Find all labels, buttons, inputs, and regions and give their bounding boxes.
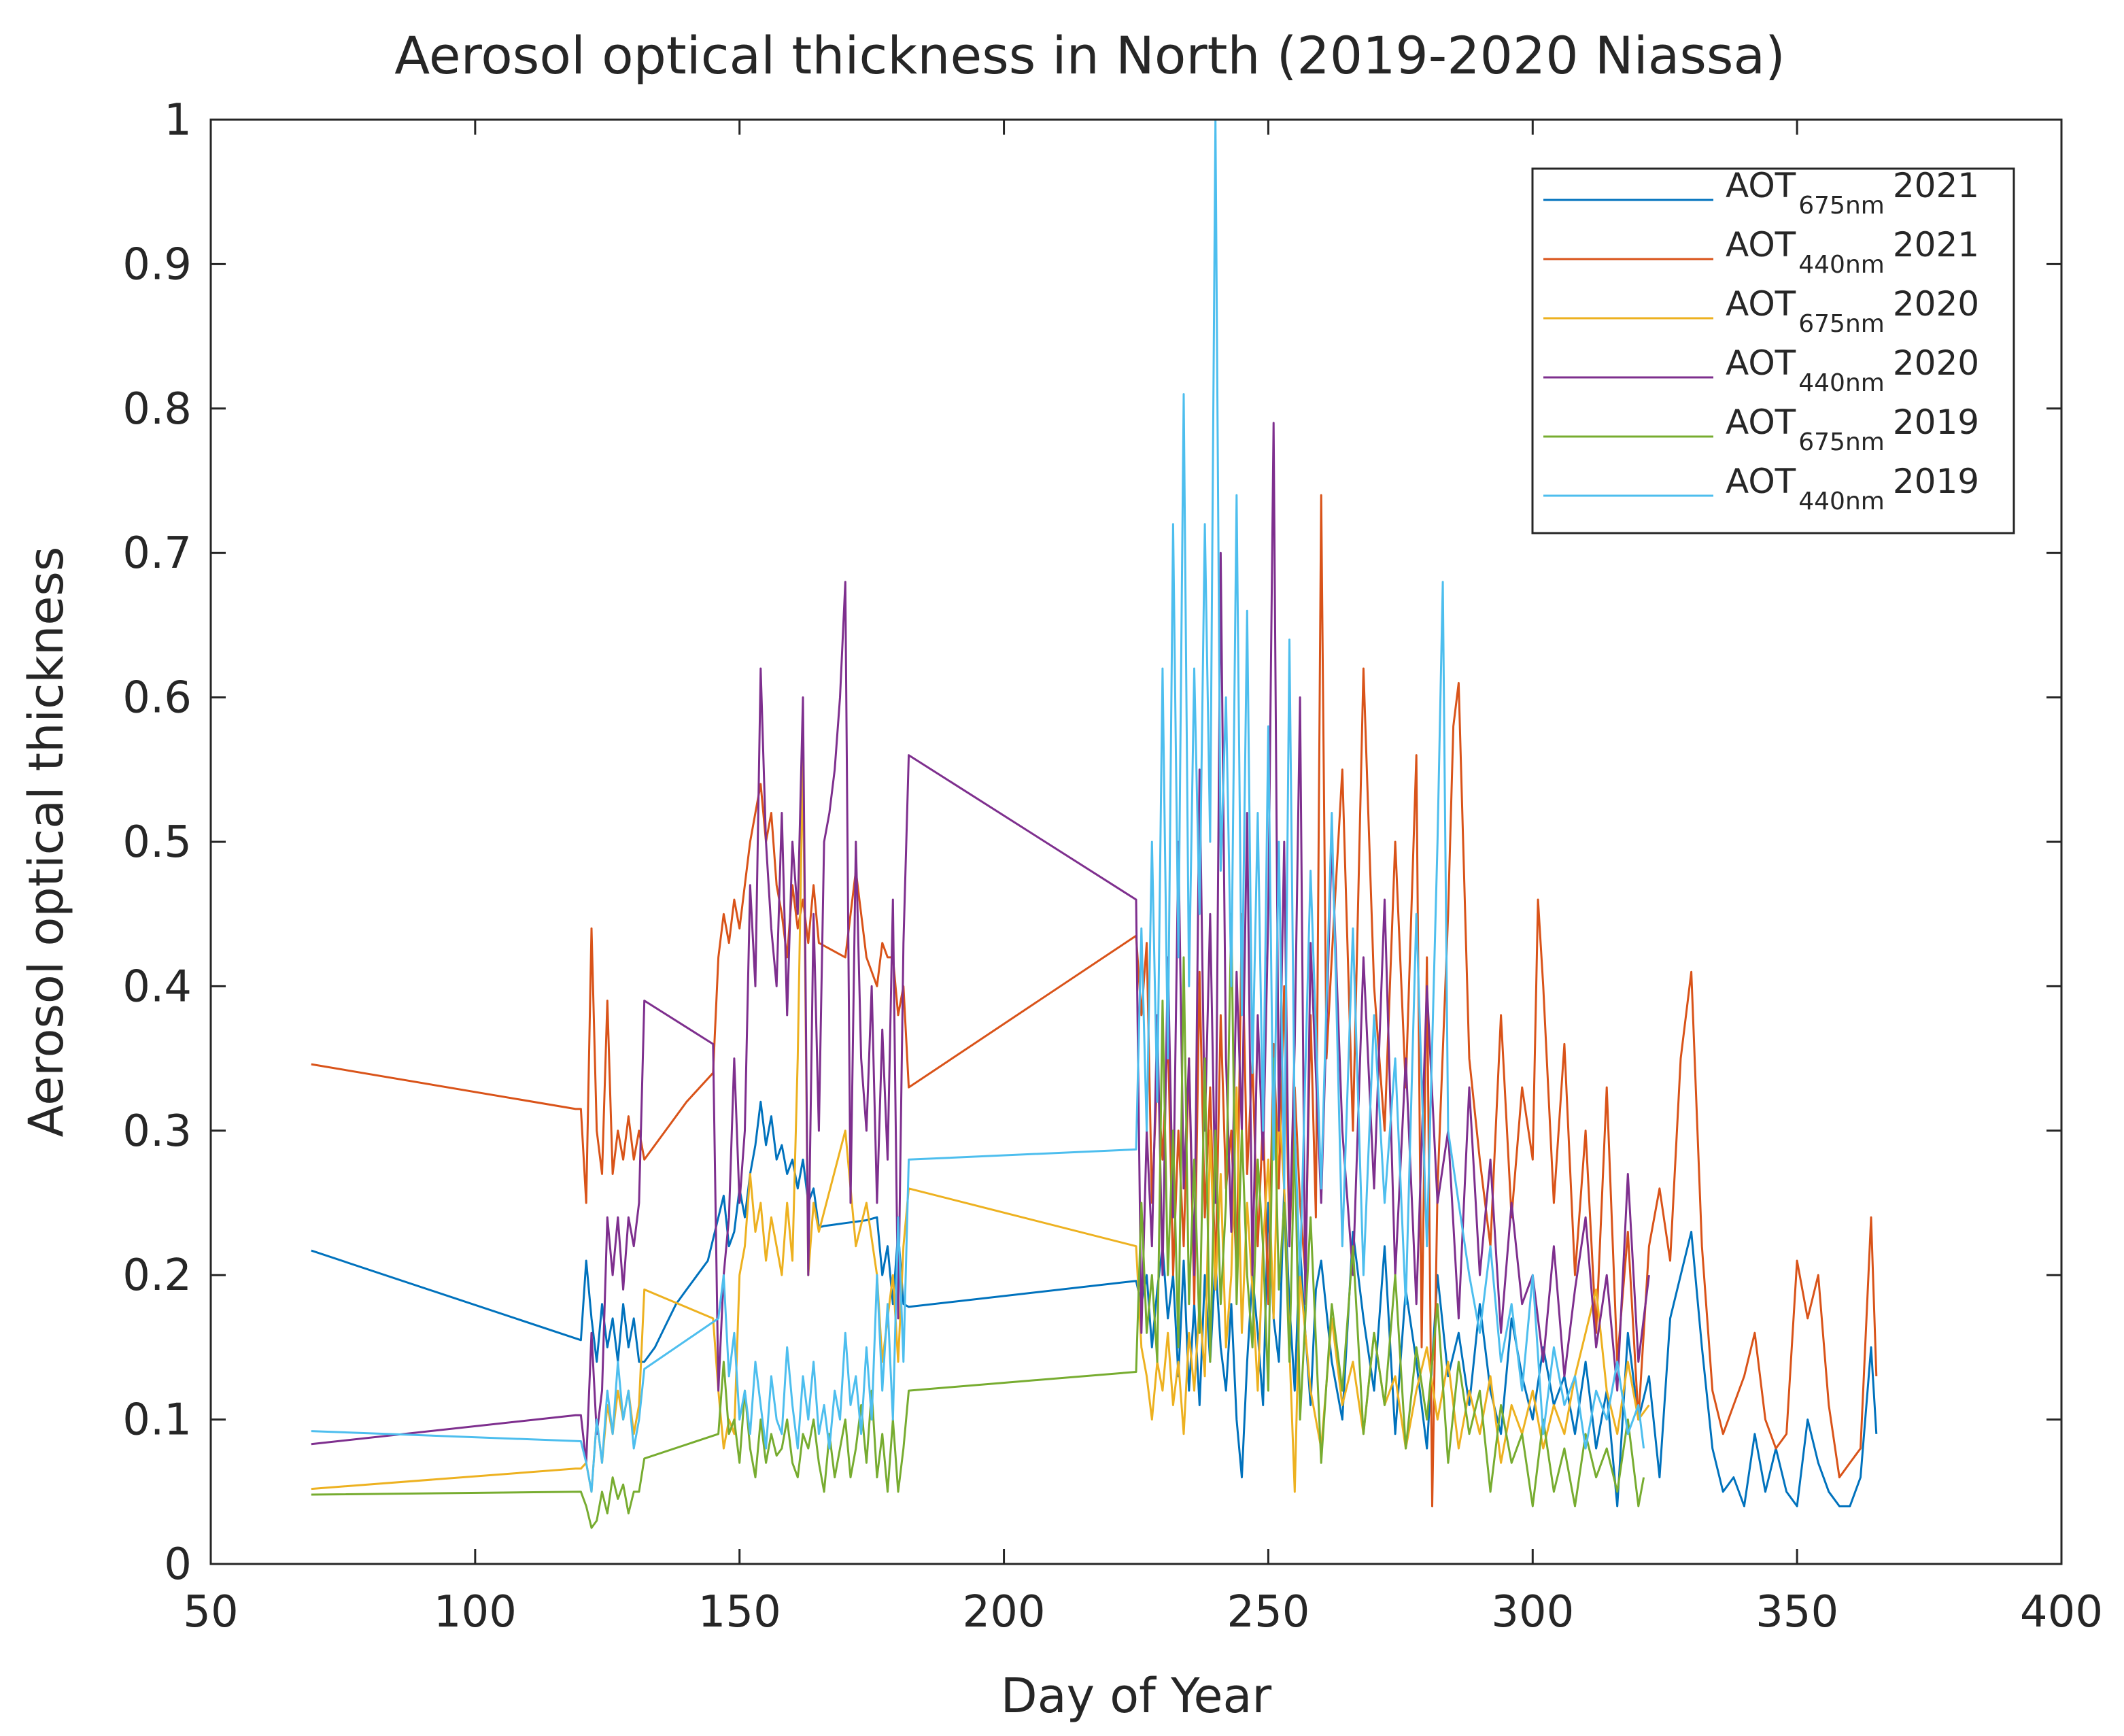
x-tick-label: 250 [1227,1587,1309,1637]
legend-label-440nm-2020: AOT440nm2020 [1726,343,1979,397]
y-tick-label: 0 [164,1539,192,1590]
y-axis-label: Aerosol optical thickness [18,547,74,1138]
y-tick-label: 0.1 [122,1395,192,1446]
x-tick-label: 400 [2020,1587,2103,1637]
legend-label-440nm-2019: AOT440nm2019 [1726,462,1979,515]
x-tick-label: 200 [962,1587,1045,1637]
legend-box [1531,167,2015,534]
y-tick-label: 1 [164,95,192,146]
legend-entries: AOT675nm2021AOT440nm2021AOT675nm2020AOT4… [1543,166,1979,515]
legend-label-675nm-2020: AOT675nm2020 [1726,284,1979,338]
x-tick-label: 300 [1491,1587,1574,1637]
y-tick-label: 0.6 [122,673,192,724]
chart-title: Aerosol optical thickness in North (2019… [394,25,1785,86]
series-line-440nm-2020 [311,422,1650,1464]
series-line-440nm-2021 [311,494,1878,1508]
series-line-675nm-2021 [311,1100,1878,1508]
x-tick-label: 150 [698,1587,781,1637]
y-tick-label: 0.9 [122,239,192,290]
y-tick-label: 0.4 [122,961,192,1012]
tick-layer: 50 100 150 200 250 300 350 400 0 0.1 0.2 0.3 0.4 0.5 0… [122,95,2103,1637]
series-line-675nm-2020 [311,754,1650,1493]
series-line-440nm-2019 [311,118,1645,1493]
y-tick-label: 0.3 [122,1106,192,1157]
x-axis-label: Day of Year [1001,1668,1272,1724]
x-tick-label: 100 [434,1587,517,1637]
legend: AOT675nm2021AOT440nm2021AOT675nm2020AOT4… [1531,166,2015,534]
legend-label-675nm-2019: AOT675nm2019 [1726,403,1979,456]
legend-label-440nm-2021: AOT440nm2021 [1726,225,1979,279]
y-tick-label: 0.8 [122,384,192,435]
y-tick-label: 0.7 [122,528,192,579]
series-layer [311,118,1878,1529]
legend-label-675nm-2021: AOT675nm2021 [1726,166,1979,220]
x-tick-label: 350 [1755,1587,1838,1637]
y-tick-label: 0.2 [122,1250,192,1301]
x-tick-label: 50 [183,1587,238,1637]
y-tick-label: 0.5 [122,817,192,868]
